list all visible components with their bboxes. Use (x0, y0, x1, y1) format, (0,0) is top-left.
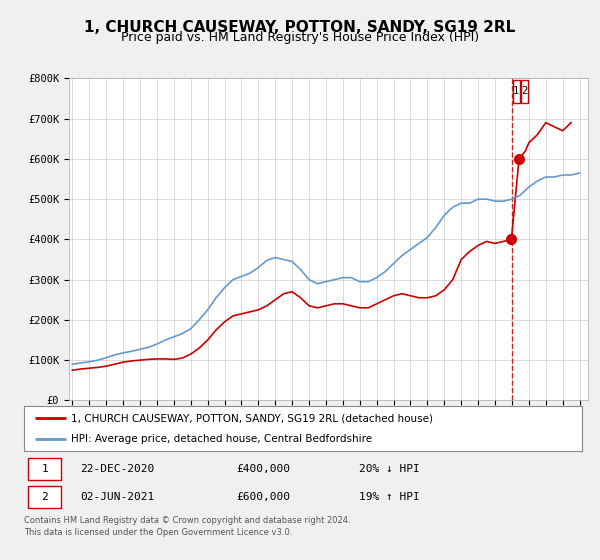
Text: 02-JUN-2021: 02-JUN-2021 (80, 492, 154, 502)
Text: 2: 2 (521, 86, 528, 96)
Bar (28, 486, 61, 508)
Text: £600,000: £600,000 (236, 492, 290, 502)
Text: 1, CHURCH CAUSEWAY, POTTON, SANDY, SG19 2RL (detached house): 1, CHURCH CAUSEWAY, POTTON, SANDY, SG19 … (71, 413, 433, 423)
Bar (521, 81, 529, 102)
Text: 2: 2 (41, 492, 48, 502)
Bar (513, 81, 520, 102)
Text: 20% ↓ HPI: 20% ↓ HPI (359, 464, 419, 474)
Text: This data is licensed under the Open Government Licence v3.0.: This data is licensed under the Open Gov… (24, 528, 292, 536)
Text: Contains HM Land Registry data © Crown copyright and database right 2024.: Contains HM Land Registry data © Crown c… (24, 516, 350, 525)
Text: 1: 1 (513, 86, 520, 96)
Text: HPI: Average price, detached house, Central Bedfordshire: HPI: Average price, detached house, Cent… (71, 433, 373, 444)
Text: 22-DEC-2020: 22-DEC-2020 (80, 464, 154, 474)
Text: 1, CHURCH CAUSEWAY, POTTON, SANDY, SG19 2RL: 1, CHURCH CAUSEWAY, POTTON, SANDY, SG19 … (85, 20, 515, 35)
Text: 19% ↑ HPI: 19% ↑ HPI (359, 492, 419, 502)
Text: Price paid vs. HM Land Registry's House Price Index (HPI): Price paid vs. HM Land Registry's House … (121, 31, 479, 44)
Bar (28, 458, 61, 480)
Text: 1: 1 (41, 464, 48, 474)
Text: £400,000: £400,000 (236, 464, 290, 474)
